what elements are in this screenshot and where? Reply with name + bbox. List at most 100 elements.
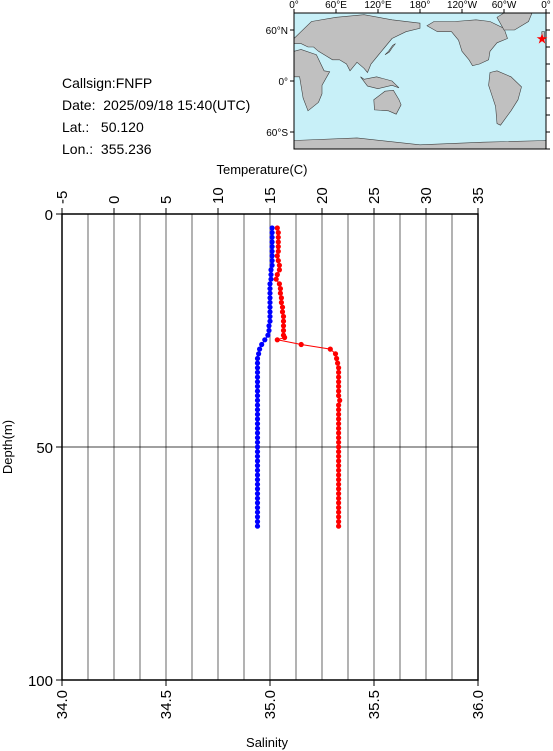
salinity-tick-label: 34.0 (54, 690, 71, 719)
temperature-point (280, 323, 287, 329)
salinity-point (254, 402, 261, 408)
temperature-point (275, 244, 281, 250)
salinity-point (254, 481, 261, 487)
temperature-line (275, 227, 341, 527)
salinity-point (254, 407, 261, 413)
salinity-point (254, 416, 261, 422)
salinity-point (254, 491, 261, 497)
salinity-point (254, 463, 261, 469)
salinity-point (269, 253, 275, 259)
temperature-point (335, 360, 341, 366)
salinity-point (267, 309, 273, 315)
salinity-point (254, 519, 261, 525)
temperature-tick-label: 10 (210, 187, 227, 204)
temperature-point (336, 463, 342, 469)
depth-tick-label: 50 (36, 440, 53, 457)
temperature-point (336, 435, 342, 441)
salinity-point (268, 267, 274, 273)
temperature-point (336, 472, 342, 478)
salinity-point (254, 505, 261, 511)
temperature-point (336, 388, 342, 394)
salinity-point (267, 313, 273, 320)
temperature-point (275, 248, 281, 254)
salinity-point (254, 514, 261, 520)
temperature-point (274, 253, 280, 259)
salinity-point (254, 439, 261, 445)
salinity-point (254, 435, 261, 441)
salinity-point (254, 393, 261, 399)
temperature-point (334, 355, 340, 362)
salinity-point (254, 374, 261, 380)
temperature-point (336, 505, 342, 511)
temperature-point (336, 425, 342, 431)
temperature-axis-label: Temperature(C) (216, 162, 307, 177)
salinity-point (254, 365, 261, 371)
salinity-point (267, 299, 273, 306)
temperature-point (280, 318, 287, 324)
salinity-tick-label: 34.5 (158, 690, 175, 719)
temperature-point (282, 334, 288, 341)
temperature-point (336, 449, 342, 455)
temperature-point (298, 341, 304, 348)
temperature-point (280, 313, 287, 320)
salinity-point (254, 467, 261, 473)
salinity-point (254, 495, 261, 501)
temperature-tick-label: 0 (106, 196, 123, 204)
salinity-point (269, 225, 275, 231)
temperature-tick-label: 15 (262, 187, 279, 204)
temperature-point (279, 304, 286, 310)
salinity-point (254, 453, 261, 459)
salinity-point (267, 295, 273, 301)
salinity-point (267, 304, 273, 310)
temperature-point (274, 225, 280, 231)
salinity-point (254, 500, 261, 506)
temperature-point (336, 439, 342, 445)
callsign-text: Callsign:FNFP (62, 75, 153, 91)
temperature-point (276, 262, 282, 268)
salinity-point (254, 458, 261, 464)
salinity-tick-label: 36.0 (470, 690, 487, 719)
salinity-point (265, 332, 271, 338)
temperature-point (275, 258, 281, 264)
salinity-point (254, 355, 261, 362)
temperature-point (273, 276, 279, 282)
salinity-point (254, 449, 261, 455)
temperature-point (336, 514, 342, 520)
temperature-point (336, 467, 342, 473)
salinity-point (254, 509, 261, 515)
salinity-point (268, 276, 274, 282)
temperature-point (336, 383, 342, 389)
station-info: Callsign:FNFP Date: 2025/09/18 15:40(UTC… (62, 72, 250, 160)
temperature-point (278, 299, 284, 306)
temperature-point (336, 411, 342, 417)
temperature-tick-label: 25 (366, 187, 383, 204)
salinity-point (266, 323, 272, 329)
salinity-tick-label: 35.0 (262, 690, 279, 719)
longitude-text: Lon.: 355.236 (62, 141, 152, 157)
salinity-point (254, 472, 261, 478)
temperature-point (276, 281, 282, 287)
salinity-point (254, 444, 261, 450)
temperature-point (279, 309, 286, 315)
salinity-point (269, 234, 275, 240)
salinity-point (267, 318, 273, 324)
salinity-point (254, 397, 261, 403)
temperature-point (277, 290, 283, 296)
salinity-point (254, 421, 261, 427)
salinity-point (259, 341, 265, 348)
temperature-tick-label: 35 (470, 187, 487, 204)
temperature-point (336, 365, 342, 371)
salinity-point (268, 272, 274, 278)
salinity-point (266, 327, 272, 334)
temperature-tick-label: 30 (418, 187, 435, 204)
salinity-point (267, 281, 273, 287)
salinity-point (269, 258, 275, 264)
temperature-point (336, 402, 342, 408)
salinity-axis-label: Salinity (246, 735, 288, 750)
salinity-point (269, 244, 275, 250)
temperature-point (274, 272, 280, 278)
temperature-point (275, 230, 281, 236)
temperature-point (336, 407, 342, 413)
temperature-point (336, 453, 342, 459)
